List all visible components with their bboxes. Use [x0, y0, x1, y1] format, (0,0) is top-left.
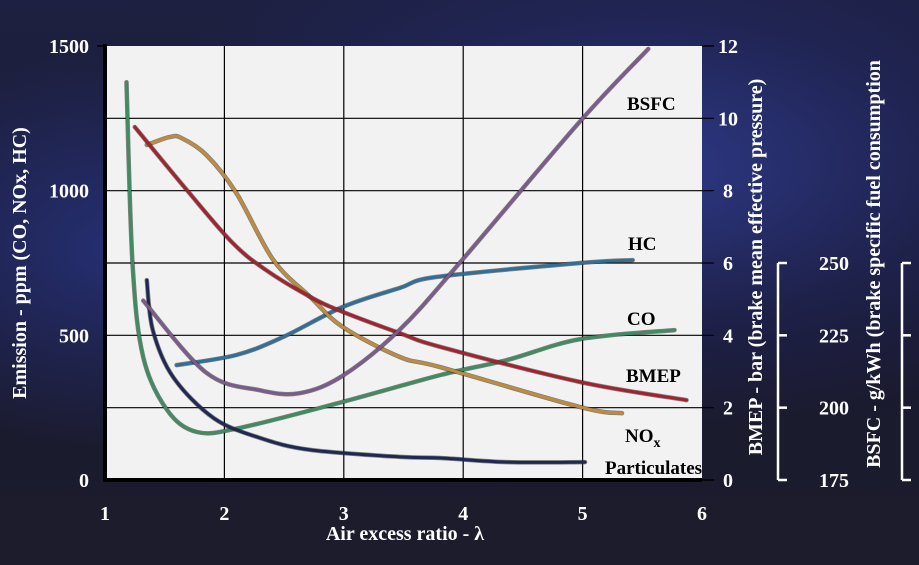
x-tick-label: 1: [100, 503, 110, 525]
y2-axis-title-bmep: BMEP - bar (brake mean effective pressur…: [745, 79, 767, 456]
label-hc: HC: [628, 234, 657, 255]
y2-tick-label: 0: [723, 470, 733, 492]
bsfc-bracket-right: [900, 261, 911, 482]
x-tick-label: 6: [697, 503, 707, 525]
x-tick-label: 3: [339, 503, 349, 525]
series-co-line: [125, 80, 676, 435]
series-bmep: [132, 124, 689, 403]
x-tick-label: 4: [458, 503, 468, 525]
series-particulates: [144, 277, 588, 465]
axes-frame: [97, 44, 714, 482]
x-tick-label: 5: [578, 503, 588, 525]
series-co: [124, 79, 677, 436]
series-hc-line: [175, 258, 635, 367]
label-co: CO: [627, 309, 656, 330]
label-nox-sub: x: [654, 436, 661, 451]
y2-tick-label: 10: [718, 108, 738, 130]
y2-tick-label: 12: [718, 36, 738, 58]
y3-axis-title-bsfc: BSFC - g/kWh (brake specific fuel consum…: [863, 60, 885, 468]
x-axis-title: Air excess ratio - λ: [326, 523, 484, 545]
series-lines: [124, 46, 689, 465]
label-bmep: BMEP: [626, 366, 681, 387]
series-bmep-line: [133, 125, 688, 402]
x-tick-label: 2: [219, 503, 229, 525]
bsfc-bracket-left: [776, 261, 787, 482]
label-nox-main: NO: [625, 426, 654, 447]
y3-tick-label: 200: [819, 398, 849, 420]
y2-tick-label: 6: [723, 253, 733, 275]
label-bsfc: BSFC: [627, 94, 676, 115]
y2-tick-label: 8: [723, 181, 733, 203]
y-axis-title-emission: Emission - ppm (CO, NOx, HC): [9, 127, 31, 399]
y2-tick-label: 2: [723, 398, 733, 420]
y-tick-label: 500: [59, 325, 89, 347]
y-tick-label: 1500: [49, 36, 89, 58]
y-tick-label: 1000: [49, 181, 89, 203]
series-bsfc-line: [141, 47, 650, 396]
series-particulates-line: [145, 278, 587, 464]
series-bsfc: [140, 46, 651, 397]
y3-tick-label: 175: [819, 470, 849, 492]
y3-tick-label: 225: [819, 325, 849, 347]
y-tick-label: 0: [79, 470, 89, 492]
label-particulates: Particulates: [605, 458, 702, 479]
label-nox: NOx: [625, 426, 661, 451]
series-hc: [174, 257, 635, 368]
curve-labels: BSFC HC CO BMEP NOx Particulates: [605, 94, 702, 479]
y2-tick-label: 4: [723, 325, 733, 347]
y3-tick-label: 250: [819, 253, 849, 275]
